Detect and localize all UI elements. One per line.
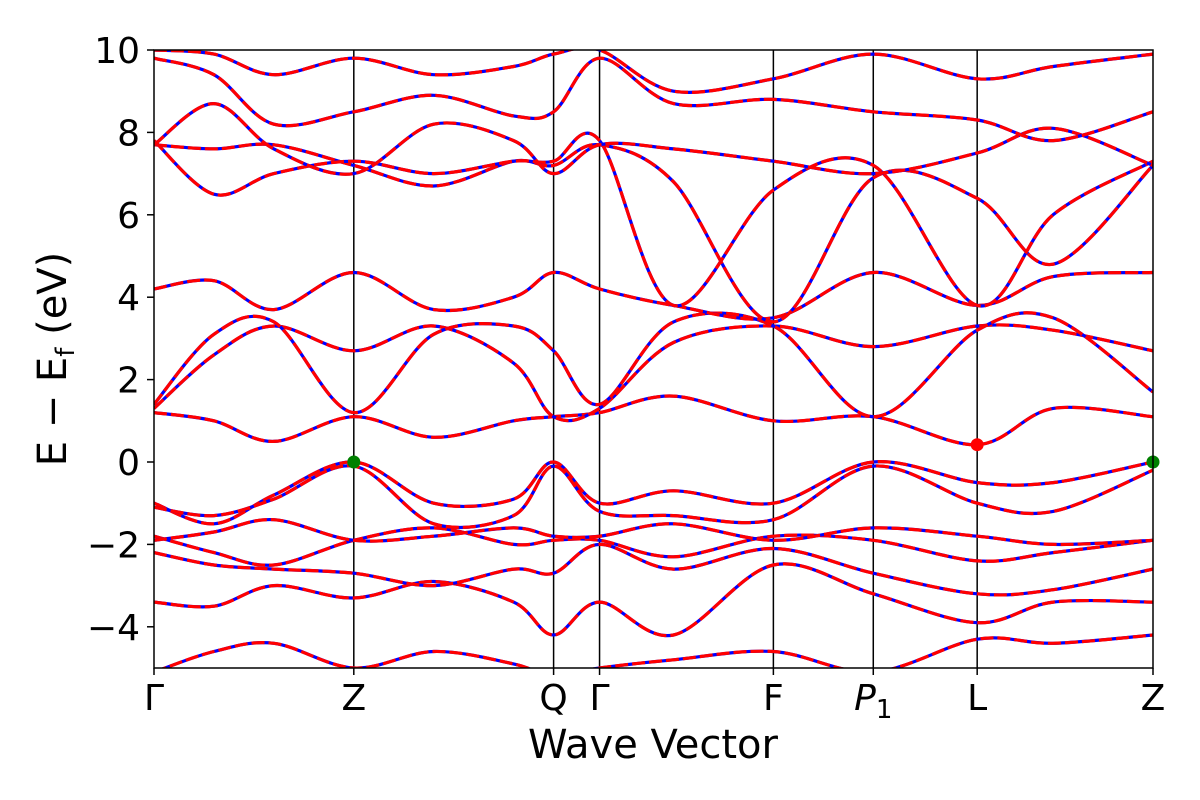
y-tick-label: −2 [87,525,140,566]
x-tick-label: Q [539,678,567,719]
y-tick-label: 6 [117,196,140,237]
band-line-dashed [154,394,1153,447]
x-axis-ticks: Γ Z Q Γ F P1 L Z [144,668,1165,725]
band-line-dashed [160,633,1153,668]
y-tick-label: 8 [117,113,140,154]
band-edge-markers [347,438,1160,469]
y-axis-title-main: E − E [30,357,76,467]
band-line-dashed [154,131,1153,308]
band-line [160,633,1153,668]
x-tick-label: Γ [144,678,164,719]
y-axis-title-unit: (eV) [30,252,76,348]
vbm-marker [347,455,361,469]
band-line-dashed [154,542,1153,597]
band-line-dashed [154,50,1153,94]
x-tick-label: Γ [590,678,610,719]
y-tick-label: 10 [94,31,140,72]
band-line-dashed [154,323,1153,423]
y-axis-title-sub: f [51,347,81,357]
x-tick-label: F [763,678,784,719]
band-line-dashed [154,56,1153,143]
band-line [154,464,1153,530]
band-line-dashed [154,101,1153,176]
band-line-dashed [154,464,1153,530]
y-tick-label: 2 [117,361,140,402]
y-axis-title: E − Ef (eV) [30,252,81,467]
x-tick-label: Z [341,678,366,719]
cbm-marker [970,438,984,452]
band-line-dashed [154,270,1153,321]
band-line-dashed [154,142,1153,324]
y-tick-label: −4 [87,608,140,649]
band-line-dashed [154,518,1153,547]
band-line-dashed [154,311,1153,419]
y-tick-label: 4 [117,278,140,319]
x-tick-label: P1 [854,678,892,725]
x-tick-label: L [967,678,987,719]
x-tick-label: Z [1141,678,1166,719]
band-lines [154,50,1153,668]
y-tick-label: 0 [117,443,140,484]
plot-frame [153,49,1154,669]
band-line-dashed [154,526,1153,567]
band-line-dashed [154,460,1153,526]
y-axis-ticks: −4 −2 0 2 4 6 8 10 [87,31,154,649]
x-axis-title: Wave Vector [528,722,779,768]
band-line [154,311,1153,419]
band-line-dashed [154,562,1153,638]
band-line [154,542,1153,597]
band-line [154,562,1153,638]
